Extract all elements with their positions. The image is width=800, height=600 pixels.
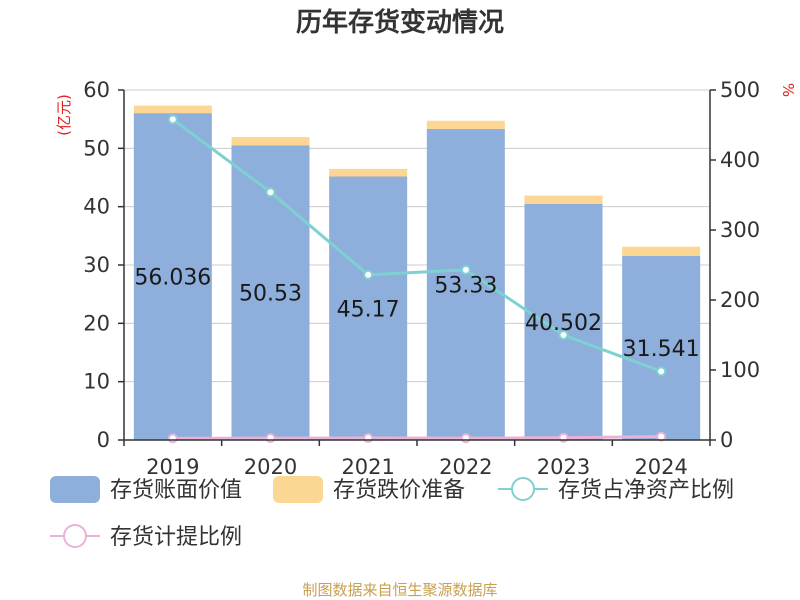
left-tick-label: 50 <box>83 136 110 160</box>
line-provision-ratio <box>172 435 662 440</box>
data-labels: 56.036 50.53 45.17 53.33 40.502 31.541 <box>134 266 699 362</box>
bar-impairment-provision <box>622 246 701 257</box>
bar-value-label: 40.502 <box>525 311 602 336</box>
legend-label: 存货账面价值 <box>110 478 242 503</box>
bar-value-label: 53.33 <box>434 273 497 298</box>
right-tick-label: 300 <box>720 218 760 242</box>
bar-book-value <box>133 113 212 440</box>
line-inventory-to-net-assets <box>171 118 662 373</box>
bar-impairment-provision <box>231 137 310 146</box>
left-tick-label: 60 <box>83 78 110 102</box>
bar-value-label: 56.036 <box>134 266 211 291</box>
legend-label: 存货占净资产比例 <box>558 478 734 503</box>
point-provision-ratio <box>363 433 374 444</box>
bar-book-value <box>622 256 701 440</box>
bar-value-label: 45.17 <box>337 297 400 322</box>
chart-title: 历年存货变动情况 <box>296 7 504 38</box>
bar-impairment-provision <box>524 195 603 204</box>
bar-impairment-provision <box>329 168 408 177</box>
bar-book-value <box>524 203 603 440</box>
point-provision-ratio <box>167 433 178 444</box>
bar-value-label: 50.53 <box>239 282 302 307</box>
point-inventory-to-net-assets <box>265 187 276 198</box>
x-tick-label: 2019 <box>146 455 199 479</box>
legend-swatch <box>50 476 100 503</box>
source-note: 制图数据来自恒生聚源数据库 <box>302 581 497 599</box>
left-tick-label: 40 <box>83 195 110 219</box>
x-tick-label: 2024 <box>634 455 687 479</box>
right-tick-label: 400 <box>720 148 760 172</box>
point-inventory-to-net-assets <box>460 264 471 275</box>
legend-label: 存货跌价准备 <box>333 478 465 503</box>
point-inventory-to-net-assets <box>167 114 178 125</box>
bar-series <box>133 105 701 441</box>
legend-marker <box>63 524 87 548</box>
point-inventory-to-net-assets <box>656 366 667 377</box>
bar-book-value <box>329 176 408 440</box>
legend-label: 存货计提比例 <box>110 525 242 550</box>
point-inventory-to-net-assets <box>363 269 374 280</box>
left-tick-label: 20 <box>83 311 110 335</box>
legend-marker <box>511 477 535 501</box>
x-tick-label: 2022 <box>439 455 492 479</box>
x-tick-label: 2020 <box>244 455 297 479</box>
right-tick-label: 500 <box>720 78 760 102</box>
legend-swatch <box>273 476 323 503</box>
bar-value-label: 31.541 <box>623 337 700 362</box>
left-tick-label: 30 <box>83 253 110 277</box>
left-axis-unit: (亿元) <box>55 94 73 136</box>
gridlines <box>124 89 710 383</box>
bar-book-value <box>426 128 505 441</box>
bar-impairment-provision <box>426 120 505 129</box>
right-tick-label: 100 <box>720 358 760 382</box>
x-tick-label: 2023 <box>537 455 590 479</box>
right-tick-label: 200 <box>720 288 760 312</box>
right-axis-unit: % <box>779 83 797 97</box>
right-tick-label: 0 <box>720 428 733 452</box>
point-inventory-to-net-assets <box>558 330 569 340</box>
bar-impairment-provision <box>133 105 212 114</box>
left-tick-label: 10 <box>83 370 110 394</box>
point-provision-ratio <box>265 433 276 444</box>
left-tick-label: 0 <box>97 428 110 452</box>
x-tick-label: 2021 <box>341 455 394 479</box>
line-series <box>167 114 667 444</box>
axes: 0 10 20 30 40 50 60 0 100 200 300 400 500 2019 2020 202… <box>83 78 760 479</box>
point-provision-ratio <box>460 433 471 444</box>
